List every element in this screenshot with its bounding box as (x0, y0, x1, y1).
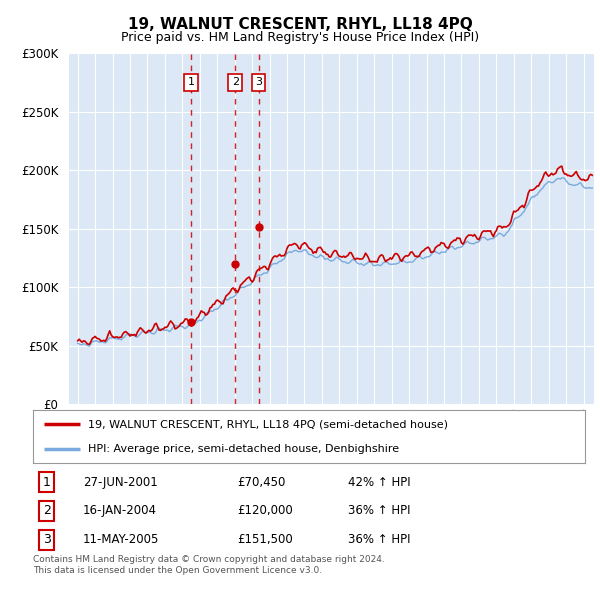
Text: £120,000: £120,000 (237, 504, 293, 517)
Text: £70,450: £70,450 (237, 476, 286, 489)
Text: This data is licensed under the Open Government Licence v3.0.: This data is licensed under the Open Gov… (33, 566, 322, 575)
Text: 19, WALNUT CRESCENT, RHYL, LL18 4PQ (semi-detached house): 19, WALNUT CRESCENT, RHYL, LL18 4PQ (sem… (88, 419, 448, 430)
Text: 3: 3 (255, 77, 262, 87)
Text: 36% ↑ HPI: 36% ↑ HPI (347, 504, 410, 517)
Text: £151,500: £151,500 (237, 533, 293, 546)
Text: 42% ↑ HPI: 42% ↑ HPI (347, 476, 410, 489)
Text: 1: 1 (43, 476, 51, 489)
Text: 27-JUN-2001: 27-JUN-2001 (83, 476, 157, 489)
Text: 36% ↑ HPI: 36% ↑ HPI (347, 533, 410, 546)
Text: 2: 2 (43, 504, 51, 517)
Text: 2: 2 (232, 77, 239, 87)
Text: 19, WALNUT CRESCENT, RHYL, LL18 4PQ: 19, WALNUT CRESCENT, RHYL, LL18 4PQ (128, 17, 472, 31)
Text: Price paid vs. HM Land Registry's House Price Index (HPI): Price paid vs. HM Land Registry's House … (121, 31, 479, 44)
Text: 11-MAY-2005: 11-MAY-2005 (83, 533, 159, 546)
Text: 1: 1 (187, 77, 194, 87)
Text: 16-JAN-2004: 16-JAN-2004 (83, 504, 157, 517)
Text: HPI: Average price, semi-detached house, Denbighshire: HPI: Average price, semi-detached house,… (88, 444, 400, 454)
Text: 3: 3 (43, 533, 51, 546)
Text: Contains HM Land Registry data © Crown copyright and database right 2024.: Contains HM Land Registry data © Crown c… (33, 555, 385, 563)
